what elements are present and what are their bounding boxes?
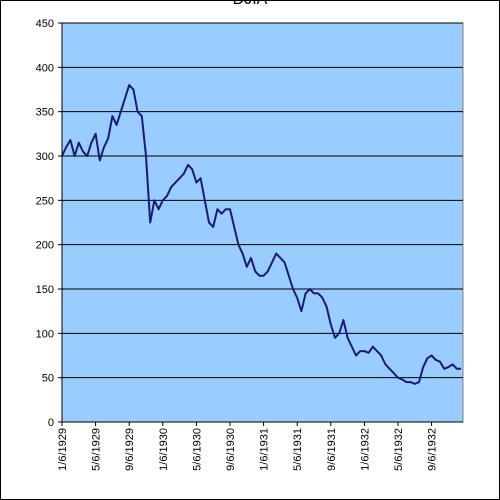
y-tick-label: 150: [36, 284, 54, 296]
y-tick-label: 450: [36, 18, 54, 30]
plot-area: [61, 22, 464, 423]
y-tick-label: 200: [36, 240, 54, 252]
chart-title: DJIA: [233, 0, 268, 8]
y-tick-label: 50: [42, 373, 54, 385]
x-tick-label: 1/6/1929: [57, 428, 69, 471]
y-tick-label: 0: [48, 417, 54, 429]
data-line: [61, 84, 461, 385]
y-tick-label: 350: [36, 107, 54, 119]
y-tick-label: 100: [36, 328, 54, 340]
x-tick-label: 9/6/1931: [326, 428, 338, 471]
x-tick-label: 1/6/1930: [158, 428, 170, 471]
y-tick-label: 300: [36, 151, 54, 163]
x-tick-label: 5/6/1931: [292, 428, 304, 471]
x-tick-label: 5/6/1932: [393, 428, 405, 471]
x-tick-label: 9/6/1930: [225, 428, 237, 471]
y-tick-label: 400: [36, 62, 54, 74]
x-tick-label: 5/6/1929: [91, 428, 103, 471]
x-tick-label: 1/6/1932: [359, 428, 371, 471]
x-tick-label: 9/6/1932: [427, 428, 439, 471]
x-tick-label: 1/6/1931: [259, 428, 271, 471]
x-tick-label: 9/6/1929: [124, 428, 136, 471]
x-tick-label: 5/6/1930: [191, 428, 203, 471]
y-tick-label: 250: [36, 195, 54, 207]
